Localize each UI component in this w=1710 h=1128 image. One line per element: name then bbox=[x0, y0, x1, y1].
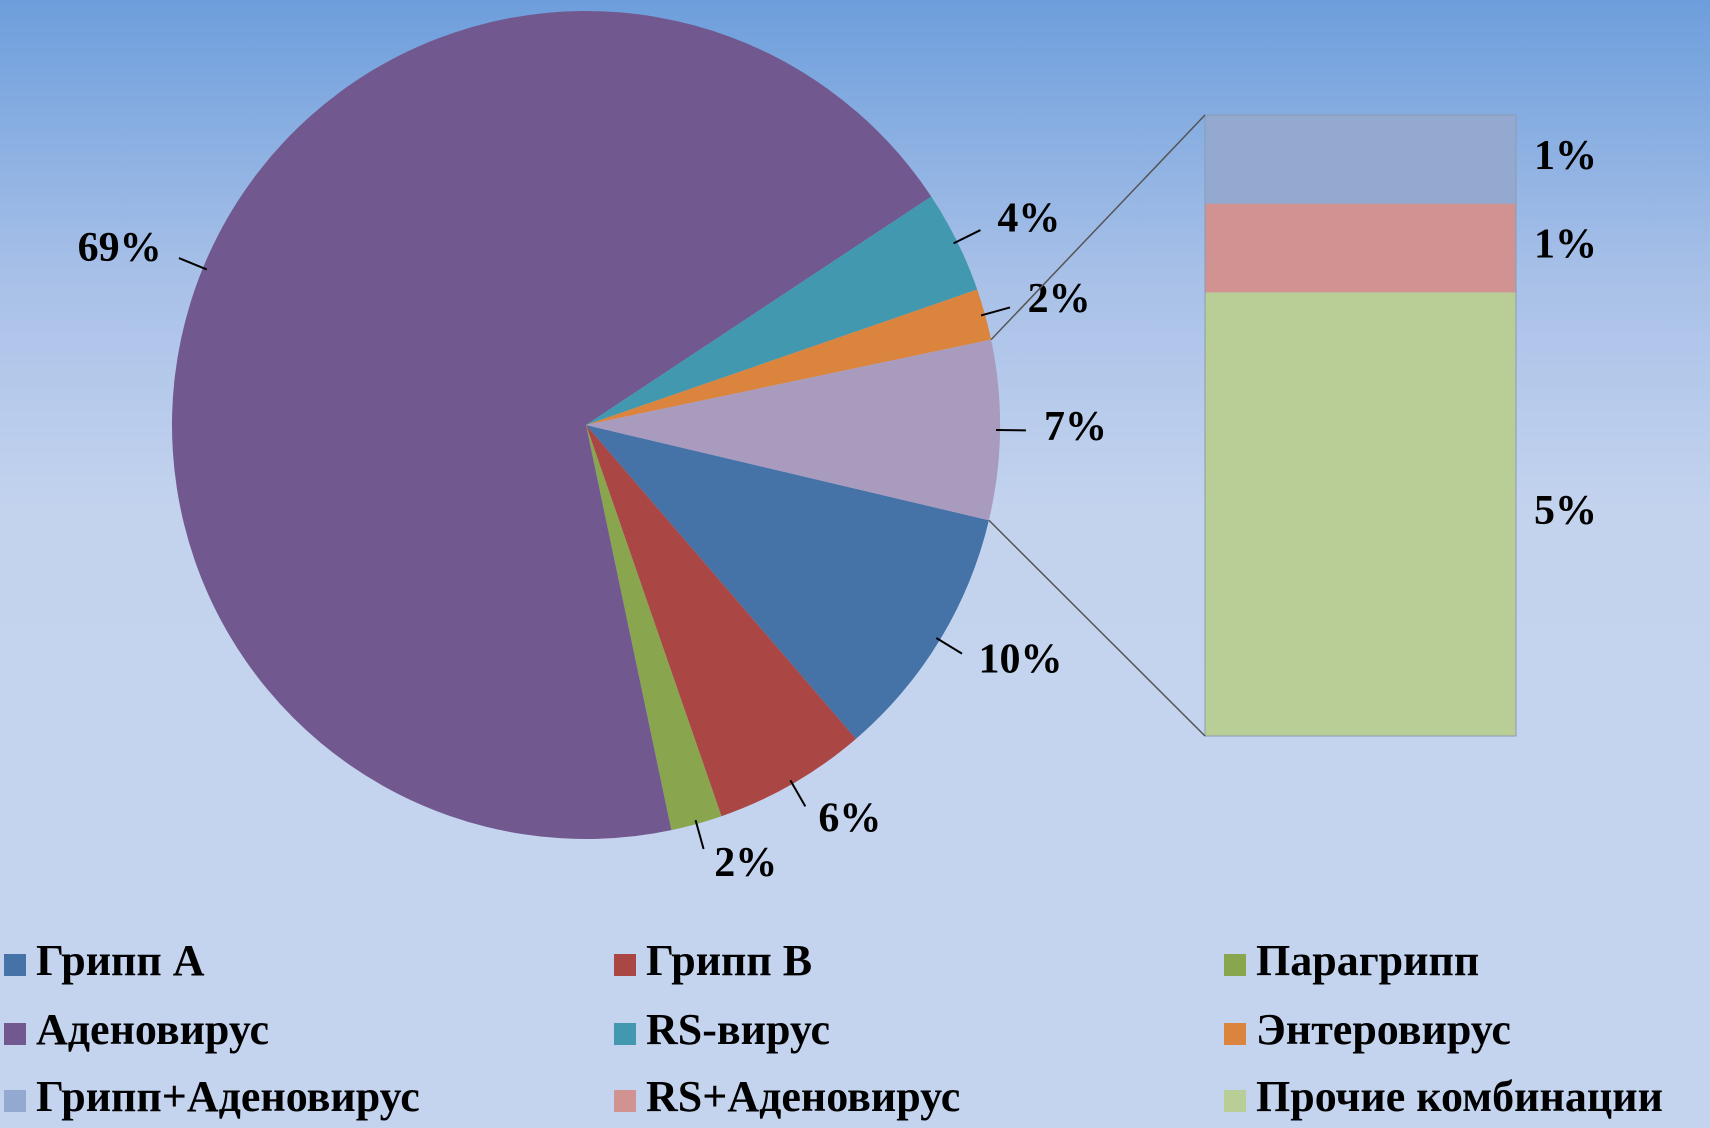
bar-outline bbox=[1204, 114, 1517, 737]
data-label: 5% bbox=[1534, 488, 1597, 534]
leader-line bbox=[178, 257, 208, 271]
legend-label: Парагрипп bbox=[1256, 936, 1479, 985]
legend-swatch bbox=[1224, 1023, 1246, 1045]
leader-line bbox=[789, 779, 807, 807]
bar-segment bbox=[1205, 292, 1516, 736]
bar-segment bbox=[1205, 115, 1516, 204]
data-label: 2% bbox=[1028, 276, 1091, 322]
legend-label: Грипп+Аденовирус bbox=[36, 1072, 420, 1121]
pie-slice-composite bbox=[586, 339, 1000, 521]
pie-slice bbox=[586, 425, 722, 831]
legend-swatch bbox=[4, 954, 26, 976]
data-label: 1% bbox=[1534, 133, 1597, 179]
legend-label: Грипп A bbox=[36, 936, 205, 985]
pie-slice bbox=[586, 425, 856, 817]
legend-swatch bbox=[1224, 954, 1246, 976]
pie-slice bbox=[171, 10, 932, 840]
data-label: 4% bbox=[997, 196, 1060, 242]
connector-line bbox=[988, 519, 1206, 737]
bar-segment bbox=[1205, 203, 1516, 293]
data-label: 10% bbox=[979, 637, 1063, 683]
legend-label: Прочие комбинации bbox=[1256, 1072, 1663, 1121]
data-label: 1% bbox=[1534, 222, 1597, 268]
leader-line bbox=[694, 819, 705, 850]
pie-slice bbox=[586, 289, 992, 425]
legend-swatch bbox=[4, 1023, 26, 1045]
leader-line bbox=[953, 229, 981, 245]
legend-swatch bbox=[614, 954, 636, 976]
leader-line bbox=[935, 637, 963, 655]
leader-line bbox=[980, 306, 1011, 317]
legend-label: Аденовирус bbox=[36, 1005, 269, 1054]
legend-swatch bbox=[4, 1090, 26, 1112]
legend-swatch bbox=[614, 1090, 636, 1112]
pie-slice bbox=[586, 196, 978, 425]
data-label: 2% bbox=[714, 840, 777, 886]
pie-slice bbox=[586, 425, 989, 739]
connector-line bbox=[990, 114, 1206, 341]
legend-swatch bbox=[1224, 1090, 1246, 1112]
legend-label: RS-вирус bbox=[646, 1005, 830, 1054]
legend-label: Грипп B bbox=[646, 936, 812, 985]
legend-label: RS+Аденовирус bbox=[646, 1072, 960, 1121]
data-label: 69% bbox=[78, 225, 162, 271]
data-label: 7% bbox=[1044, 404, 1107, 450]
legend-swatch bbox=[614, 1023, 636, 1045]
data-label: 6% bbox=[818, 796, 881, 842]
legend-label: Энтеровирус bbox=[1256, 1005, 1511, 1054]
